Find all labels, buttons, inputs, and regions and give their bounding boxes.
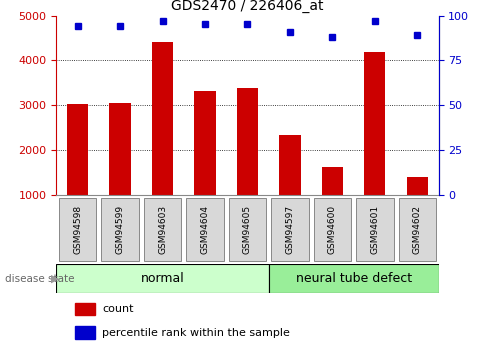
- Text: neural tube defect: neural tube defect: [295, 272, 412, 285]
- Text: normal: normal: [141, 272, 184, 285]
- Bar: [322, 167, 343, 195]
- FancyBboxPatch shape: [144, 198, 181, 261]
- Bar: [74, 303, 95, 315]
- Bar: [152, 41, 173, 195]
- Bar: [279, 135, 300, 195]
- FancyBboxPatch shape: [56, 264, 269, 293]
- Text: GSM94598: GSM94598: [73, 205, 82, 254]
- Text: GSM94603: GSM94603: [158, 205, 167, 254]
- FancyBboxPatch shape: [271, 198, 309, 261]
- Text: GSM94602: GSM94602: [413, 205, 422, 254]
- FancyBboxPatch shape: [186, 198, 223, 261]
- Bar: [407, 177, 428, 195]
- FancyBboxPatch shape: [59, 198, 96, 261]
- FancyBboxPatch shape: [356, 198, 393, 261]
- Text: GSM94600: GSM94600: [328, 205, 337, 254]
- FancyBboxPatch shape: [101, 198, 139, 261]
- Bar: [195, 91, 216, 195]
- Text: count: count: [102, 304, 134, 314]
- Bar: [67, 104, 88, 195]
- Text: GSM94597: GSM94597: [285, 205, 294, 254]
- Bar: [237, 88, 258, 195]
- FancyBboxPatch shape: [399, 198, 436, 261]
- Text: GSM94599: GSM94599: [116, 205, 124, 254]
- Bar: [364, 52, 386, 195]
- Text: percentile rank within the sample: percentile rank within the sample: [102, 327, 290, 337]
- FancyBboxPatch shape: [229, 198, 266, 261]
- FancyBboxPatch shape: [269, 264, 439, 293]
- Bar: [109, 104, 131, 195]
- Text: GSM94601: GSM94601: [370, 205, 379, 254]
- FancyBboxPatch shape: [314, 198, 351, 261]
- Text: GSM94605: GSM94605: [243, 205, 252, 254]
- Text: GSM94604: GSM94604: [200, 205, 210, 254]
- Text: disease state: disease state: [5, 274, 74, 284]
- Bar: [74, 326, 95, 339]
- Text: ▶: ▶: [51, 274, 60, 284]
- Title: GDS2470 / 226406_at: GDS2470 / 226406_at: [171, 0, 324, 13]
